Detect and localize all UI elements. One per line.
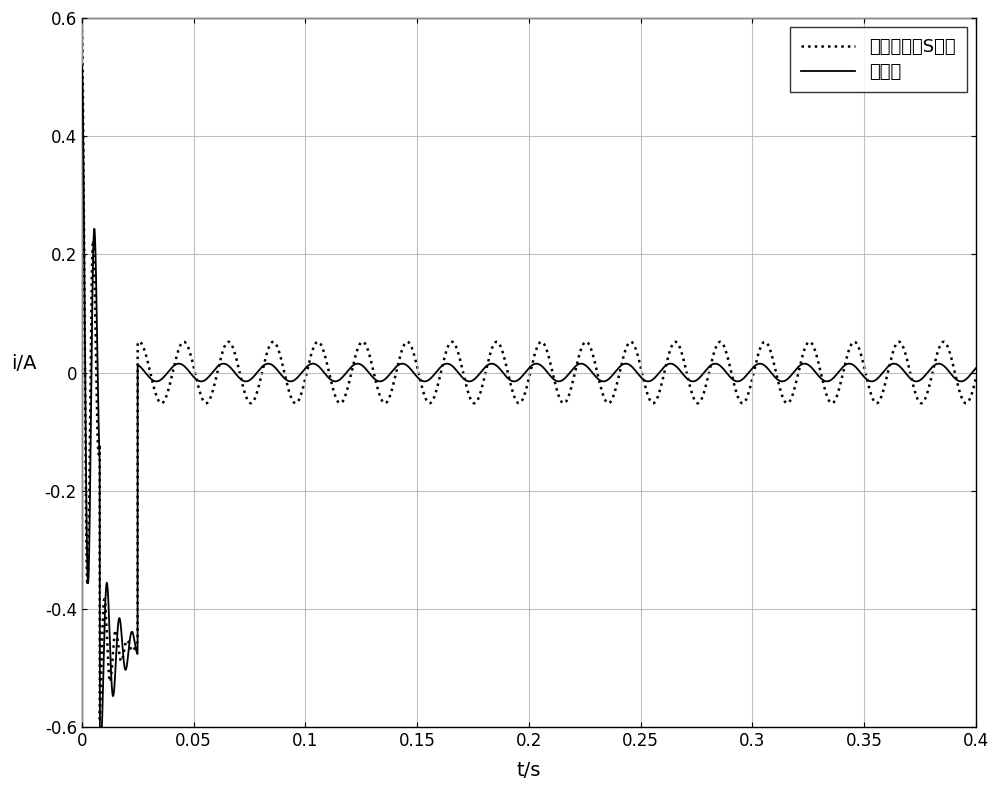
基于改进的S函数	[628, 340, 640, 350]
基于改进的S函数	[76, 25, 88, 35]
X-axis label: t/s: t/s	[517, 761, 541, 780]
本发明	[76, 61, 88, 70]
基于改进的S函数	[970, 374, 982, 384]
本发明	[752, 359, 764, 369]
本发明	[815, 374, 827, 384]
本发明	[95, 743, 107, 752]
本发明	[350, 359, 362, 369]
基于改进的S函数	[350, 348, 362, 358]
本发明	[970, 364, 982, 373]
Line: 本发明: 本发明	[82, 66, 976, 747]
Y-axis label: i/A: i/A	[11, 354, 37, 373]
本发明	[847, 360, 859, 369]
基于改进的S函数	[94, 714, 106, 724]
Legend: 基于改进的S函数, 本发明: 基于改进的S函数, 本发明	[790, 27, 967, 92]
基于改进的S函数	[847, 338, 859, 347]
本发明	[628, 364, 640, 373]
基于改进的S函数	[611, 378, 623, 388]
本发明	[611, 365, 623, 374]
Line: 基于改进的S函数: 基于改进的S函数	[82, 30, 976, 719]
基于改进的S函数	[815, 371, 827, 380]
基于改进的S函数	[752, 352, 764, 361]
